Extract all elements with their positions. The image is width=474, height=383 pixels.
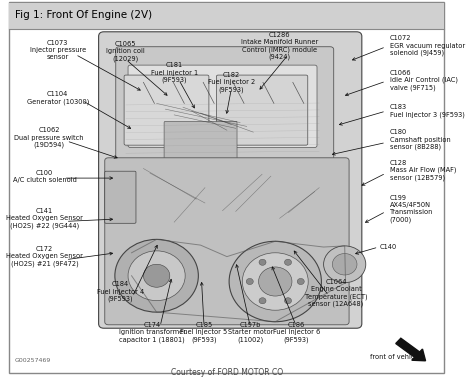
FancyBboxPatch shape (9, 3, 445, 29)
Circle shape (259, 259, 266, 265)
Circle shape (258, 267, 292, 296)
Text: C184
Fuel injector 4
(9F593): C184 Fuel injector 4 (9F593) (97, 282, 144, 302)
Text: C172
Heated Oxygen Sensor
(HO2S) #21 (9F472): C172 Heated Oxygen Sensor (HO2S) #21 (9F… (6, 246, 83, 267)
Circle shape (259, 298, 266, 304)
Text: C1072
EGR vacuum regulator
solenoid (9J459): C1072 EGR vacuum regulator solenoid (9J4… (390, 36, 465, 56)
Text: C197b
Starter motor
(11002): C197b Starter motor (11002) (228, 322, 273, 342)
Text: C199
AX4S/4F50N
Transmission
(7000): C199 AX4S/4F50N Transmission (7000) (390, 195, 433, 223)
Text: C1104
Generator (10300): C1104 Generator (10300) (27, 91, 89, 105)
FancyBboxPatch shape (124, 75, 209, 145)
Text: C183
Fuel injector 3 (9F593): C183 Fuel injector 3 (9F593) (390, 104, 465, 118)
Text: C181
Fuel injector 1
(9F593): C181 Fuel injector 1 (9F593) (151, 62, 198, 83)
Circle shape (115, 239, 198, 312)
Text: C1064
Engine Coolant
Temperature (ECT)
sensor (12A648): C1064 Engine Coolant Temperature (ECT) s… (305, 278, 367, 308)
Text: C1066
Idle Air Control (IAC)
valve (9F715): C1066 Idle Air Control (IAC) valve (9F71… (390, 70, 457, 91)
FancyBboxPatch shape (105, 171, 136, 223)
FancyBboxPatch shape (164, 121, 237, 181)
FancyBboxPatch shape (128, 65, 317, 147)
FancyBboxPatch shape (105, 158, 349, 325)
Text: C182
Fuel injector 2
(9F593): C182 Fuel injector 2 (9F593) (208, 72, 255, 93)
Text: front of vehicle: front of vehicle (370, 354, 420, 360)
Text: C141
Heated Oxygen Sensor
(HO2S) #22 (9G444): C141 Heated Oxygen Sensor (HO2S) #22 (9G… (6, 208, 83, 229)
Text: C1286
Intake Manifold Runner
Control (IMRC) module
(9424): C1286 Intake Manifold Runner Control (IM… (241, 31, 318, 61)
Circle shape (332, 254, 357, 275)
FancyBboxPatch shape (216, 75, 308, 145)
FancyBboxPatch shape (99, 32, 362, 328)
Circle shape (128, 251, 185, 301)
Text: C1065
Ignition coil
(12029): C1065 Ignition coil (12029) (107, 41, 145, 62)
Circle shape (229, 241, 321, 322)
Circle shape (242, 253, 308, 310)
Circle shape (144, 264, 170, 287)
Text: C180
Camshaft position
sensor (8B288): C180 Camshaft position sensor (8B288) (390, 129, 450, 150)
Text: C128
Mass Air Flow (MAF)
sensor (12B579): C128 Mass Air Flow (MAF) sensor (12B579) (390, 160, 456, 181)
Text: G00257469: G00257469 (15, 358, 52, 363)
FancyBboxPatch shape (9, 2, 445, 373)
Text: C185
Fuel injector 5
(9F593): C185 Fuel injector 5 (9F593) (181, 322, 228, 342)
FancyArrow shape (396, 338, 426, 361)
Text: C174
Ignition transformer
capacitor 1 (18801): C174 Ignition transformer capacitor 1 (1… (118, 322, 186, 342)
Text: C1073
Injector pressure
sensor: C1073 Injector pressure sensor (29, 39, 86, 60)
Text: C186
Fuel injector 6
(9F593): C186 Fuel injector 6 (9F593) (273, 322, 320, 342)
Text: C1062
Dual pressure switch
(19D594): C1062 Dual pressure switch (19D594) (14, 128, 84, 148)
Text: Courtesy of FORD MOTOR CO: Courtesy of FORD MOTOR CO (171, 368, 283, 377)
Text: Fig 1: Front Of Engine (2V): Fig 1: Front Of Engine (2V) (15, 10, 152, 20)
Circle shape (324, 246, 366, 283)
Circle shape (284, 298, 292, 304)
Circle shape (246, 278, 253, 285)
Text: C100
A/C clutch solenoid: C100 A/C clutch solenoid (13, 170, 76, 183)
Circle shape (297, 278, 304, 285)
Text: C140: C140 (380, 244, 397, 250)
FancyBboxPatch shape (116, 47, 334, 172)
Circle shape (284, 259, 292, 265)
